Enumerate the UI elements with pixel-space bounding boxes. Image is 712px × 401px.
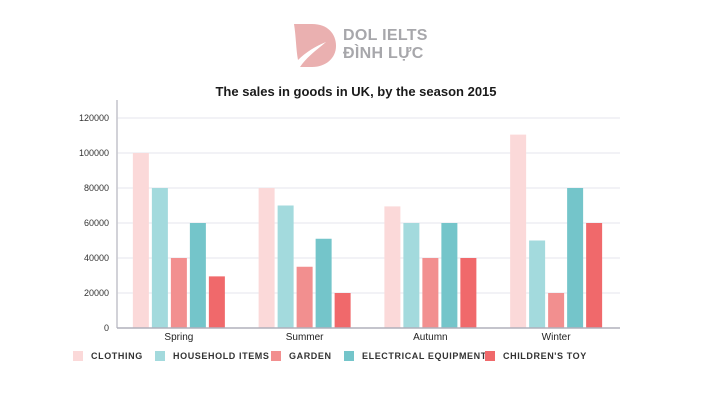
legend-swatch <box>155 351 165 361</box>
bar-summer-1 <box>277 205 294 328</box>
y-tick-label: 120000 <box>79 113 109 123</box>
legend-item: GARDEN <box>271 351 332 361</box>
bar-winter-1 <box>529 240 546 328</box>
bar-spring-4 <box>208 276 225 328</box>
legend-label: CHILDREN'S TOY <box>503 351 587 361</box>
bar-summer-4 <box>334 293 351 328</box>
legend-item: CLOTHING <box>73 351 143 361</box>
brand-line2: ĐÌNH LỰC <box>343 45 424 62</box>
chart-title: The sales in goods in UK, by the season … <box>215 84 497 99</box>
x-tick-label: Autumn <box>413 332 447 343</box>
legend-swatch <box>344 351 354 361</box>
bar-summer-2 <box>296 266 313 328</box>
legend-label: CLOTHING <box>91 351 143 361</box>
bar-spring-0 <box>132 153 149 328</box>
bar-summer-3 <box>315 238 332 328</box>
bar-spring-2 <box>170 258 187 328</box>
brand-line1: DOL IELTS <box>343 27 428 44</box>
legend-swatch <box>73 351 83 361</box>
bar-winter-0 <box>510 134 527 328</box>
bar-autumn-0 <box>384 206 401 328</box>
x-tick-label: Spring <box>164 332 193 343</box>
bar-autumn-1 <box>403 223 420 328</box>
legend-item: CHILDREN'S TOY <box>485 351 587 361</box>
x-tick-label: Summer <box>286 332 324 343</box>
bar-spring-1 <box>151 188 168 328</box>
y-tick-label: 100000 <box>79 148 109 158</box>
legend-item: HOUSEHOLD ITEMS <box>155 351 270 361</box>
bar-summer-0 <box>258 188 275 328</box>
bar-spring-3 <box>189 223 206 328</box>
x-tick-label: Winter <box>542 332 572 343</box>
legend-label: ELECTRICAL EQUIPMENT <box>362 351 487 361</box>
legend-label: GARDEN <box>289 351 332 361</box>
legend-item: ELECTRICAL EQUIPMENT <box>344 351 487 361</box>
bar-winter-3 <box>567 188 584 328</box>
legend-label: HOUSEHOLD ITEMS <box>173 351 270 361</box>
legend-swatch <box>485 351 495 361</box>
bar-winter-2 <box>548 293 565 328</box>
bar-autumn-3 <box>441 223 458 328</box>
y-tick-label: 20000 <box>84 288 109 298</box>
legend-swatch <box>271 351 281 361</box>
dol-logo-icon <box>294 24 336 67</box>
y-tick-label: 60000 <box>84 218 109 228</box>
bar-winter-4 <box>586 223 603 328</box>
y-tick-label: 0 <box>104 323 109 333</box>
bar-autumn-4 <box>460 258 477 328</box>
bar-autumn-2 <box>422 258 439 328</box>
y-tick-label: 40000 <box>84 253 109 263</box>
y-tick-label: 80000 <box>84 183 109 193</box>
